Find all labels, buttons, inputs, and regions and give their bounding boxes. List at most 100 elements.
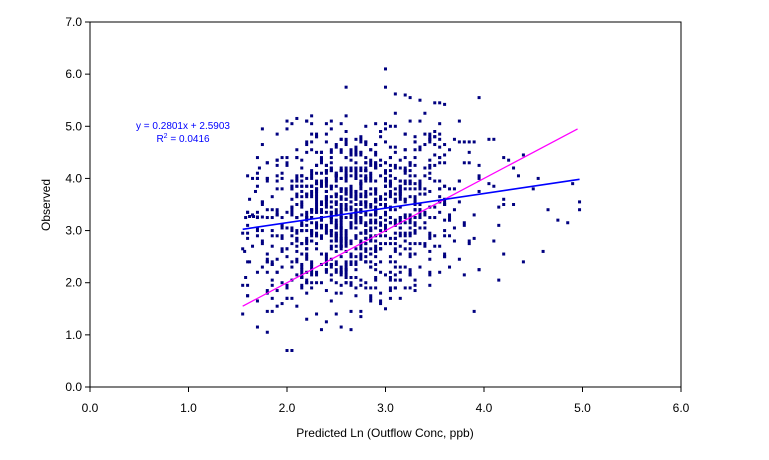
data-point — [324, 132, 328, 136]
data-point — [349, 276, 353, 279]
data-point — [349, 223, 353, 227]
data-point — [477, 176, 481, 180]
data-point — [374, 150, 378, 154]
data-point — [438, 179, 442, 183]
data-point — [403, 265, 407, 269]
data-point — [403, 200, 407, 204]
data-point — [369, 213, 373, 217]
data-point — [438, 122, 442, 126]
data-point — [349, 174, 353, 178]
data-point — [329, 299, 333, 303]
data-point — [339, 268, 343, 272]
data-point — [433, 130, 437, 133]
data-point — [295, 273, 299, 277]
data-point — [369, 226, 373, 230]
data-point — [413, 231, 417, 235]
y-tick-label: 5.0 — [65, 119, 82, 133]
data-point — [315, 270, 319, 274]
data-point — [319, 218, 323, 222]
data-point — [398, 226, 402, 230]
data-point — [462, 161, 466, 165]
data-point — [428, 163, 432, 167]
x-tick-label: 5.0 — [574, 401, 591, 415]
data-point — [428, 236, 432, 240]
data-point — [448, 234, 452, 238]
data-point — [324, 231, 328, 235]
data-point — [369, 247, 373, 251]
data-point — [379, 174, 383, 178]
data-point — [428, 249, 432, 253]
data-point — [423, 210, 427, 214]
data-point — [354, 255, 358, 259]
data-point — [339, 218, 343, 222]
data-point — [349, 158, 353, 162]
data-point — [265, 176, 269, 180]
data-point — [280, 223, 284, 227]
data-point — [408, 195, 412, 199]
data-point — [393, 286, 397, 290]
data-point — [398, 197, 402, 201]
data-point — [457, 119, 461, 123]
data-point — [428, 273, 432, 277]
data-point — [374, 197, 378, 201]
data-point — [290, 242, 294, 246]
data-point — [270, 296, 274, 300]
data-point — [364, 247, 368, 251]
data-point — [364, 195, 368, 199]
data-point — [452, 208, 456, 212]
data-point — [280, 156, 284, 160]
data-point — [452, 187, 456, 191]
data-point — [310, 210, 314, 214]
data-point — [413, 200, 417, 204]
data-point — [393, 163, 397, 167]
data-point — [344, 268, 348, 272]
data-point — [364, 176, 368, 180]
data-point — [260, 203, 264, 206]
data-point — [255, 216, 259, 220]
data-point — [354, 161, 358, 165]
data-point — [374, 221, 378, 225]
data-point — [403, 171, 407, 175]
data-point — [310, 148, 314, 152]
data-point — [393, 192, 397, 196]
data-point — [359, 231, 363, 235]
data-point — [408, 268, 412, 272]
data-point — [388, 286, 392, 290]
data-point — [369, 148, 373, 152]
data-point — [477, 174, 481, 178]
data-point — [374, 278, 378, 282]
data-point — [319, 223, 323, 227]
data-point — [374, 200, 378, 204]
data-point — [354, 153, 358, 157]
data-point — [374, 153, 378, 157]
data-point — [388, 289, 392, 293]
data-point — [379, 223, 383, 227]
data-point — [285, 296, 289, 300]
data-point — [339, 265, 343, 269]
r2-prefix: R — [156, 134, 163, 145]
data-point — [324, 203, 328, 206]
data-point — [364, 242, 368, 246]
data-point — [300, 203, 304, 206]
data-point — [310, 286, 314, 290]
y-tick-label: 4.0 — [65, 171, 82, 185]
data-point — [428, 166, 432, 170]
data-point — [241, 312, 245, 316]
data-point — [349, 252, 353, 256]
data-point — [354, 174, 358, 178]
data-point — [270, 208, 274, 212]
data-point — [359, 200, 363, 204]
data-point — [418, 98, 422, 102]
data-point — [275, 174, 279, 178]
data-point — [290, 184, 294, 188]
data-point — [339, 283, 343, 287]
data-point — [374, 276, 378, 279]
data-point — [359, 150, 363, 154]
data-point — [290, 213, 294, 217]
data-point — [310, 262, 314, 266]
data-point — [310, 239, 314, 243]
data-point — [319, 156, 323, 160]
data-point — [428, 158, 432, 162]
data-point — [369, 161, 373, 165]
data-point — [413, 216, 417, 220]
